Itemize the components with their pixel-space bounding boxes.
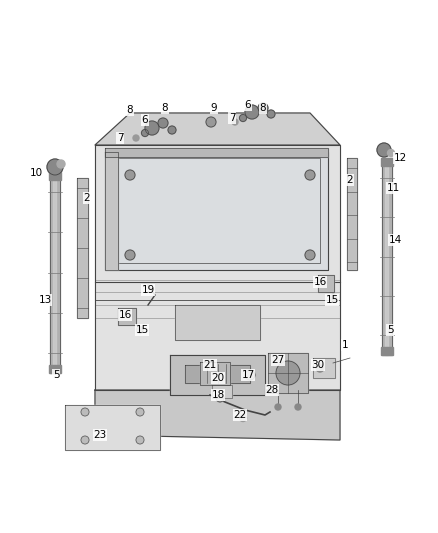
Circle shape — [81, 408, 89, 416]
Circle shape — [206, 117, 216, 127]
Polygon shape — [318, 275, 334, 292]
Text: 21: 21 — [203, 360, 217, 370]
Polygon shape — [347, 158, 357, 270]
Circle shape — [276, 361, 300, 385]
Text: 1: 1 — [342, 340, 348, 350]
Text: 23: 23 — [93, 430, 106, 440]
Polygon shape — [185, 365, 250, 383]
Polygon shape — [268, 353, 308, 393]
Circle shape — [57, 160, 65, 168]
Circle shape — [245, 370, 255, 380]
Polygon shape — [382, 158, 392, 355]
Polygon shape — [105, 148, 328, 157]
Circle shape — [240, 415, 247, 422]
Polygon shape — [170, 355, 265, 395]
Circle shape — [125, 170, 135, 180]
Circle shape — [240, 115, 247, 122]
Text: 13: 13 — [39, 295, 52, 305]
Text: 30: 30 — [311, 360, 325, 370]
Circle shape — [267, 110, 275, 118]
Text: 6: 6 — [245, 100, 251, 110]
Text: 15: 15 — [325, 295, 339, 305]
Polygon shape — [200, 362, 230, 385]
Text: 8: 8 — [127, 105, 133, 115]
Circle shape — [137, 327, 144, 334]
Text: 6: 6 — [141, 115, 148, 125]
Circle shape — [145, 121, 159, 135]
Polygon shape — [385, 158, 388, 355]
Text: 18: 18 — [212, 390, 225, 400]
Circle shape — [377, 143, 391, 157]
Text: 7: 7 — [117, 133, 124, 143]
Text: 28: 28 — [265, 385, 279, 395]
Circle shape — [305, 250, 315, 260]
Circle shape — [305, 170, 315, 180]
Polygon shape — [212, 385, 232, 398]
Text: 12: 12 — [393, 153, 406, 163]
Circle shape — [232, 119, 238, 125]
Text: 17: 17 — [241, 370, 254, 380]
Circle shape — [133, 135, 139, 141]
Circle shape — [258, 103, 268, 113]
Polygon shape — [95, 390, 340, 440]
Text: 8: 8 — [260, 103, 266, 113]
Text: 5: 5 — [387, 325, 393, 335]
Text: 20: 20 — [212, 373, 225, 383]
Polygon shape — [77, 178, 88, 318]
Polygon shape — [50, 172, 60, 373]
Text: 7: 7 — [229, 113, 235, 123]
Circle shape — [141, 130, 148, 136]
Circle shape — [275, 404, 281, 410]
Text: 19: 19 — [141, 285, 155, 295]
Text: 27: 27 — [272, 355, 285, 365]
Circle shape — [388, 149, 395, 157]
Circle shape — [168, 126, 176, 134]
Polygon shape — [49, 365, 61, 373]
Text: 5: 5 — [53, 370, 59, 380]
Text: 2: 2 — [84, 193, 90, 203]
Circle shape — [329, 295, 336, 302]
Text: 16: 16 — [118, 310, 132, 320]
Polygon shape — [175, 305, 260, 340]
Text: 16: 16 — [313, 277, 327, 287]
Text: 22: 22 — [233, 410, 247, 420]
Circle shape — [316, 364, 324, 372]
Polygon shape — [105, 152, 328, 270]
Circle shape — [81, 436, 89, 444]
Text: 11: 11 — [386, 183, 399, 193]
Circle shape — [216, 394, 224, 402]
Text: 2: 2 — [347, 175, 353, 185]
Circle shape — [125, 250, 135, 260]
Polygon shape — [53, 172, 56, 373]
Polygon shape — [381, 158, 393, 166]
Polygon shape — [49, 172, 61, 180]
Polygon shape — [105, 152, 118, 270]
Circle shape — [136, 408, 144, 416]
Text: 10: 10 — [29, 168, 42, 178]
Circle shape — [47, 159, 63, 175]
Polygon shape — [381, 347, 393, 355]
Polygon shape — [65, 405, 160, 450]
Text: 15: 15 — [135, 325, 148, 335]
Polygon shape — [95, 145, 340, 390]
Polygon shape — [313, 358, 335, 378]
Polygon shape — [118, 308, 136, 325]
Circle shape — [158, 118, 168, 128]
Polygon shape — [95, 113, 340, 145]
Text: 9: 9 — [211, 103, 217, 113]
Circle shape — [136, 436, 144, 444]
Circle shape — [295, 404, 301, 410]
Text: 14: 14 — [389, 235, 402, 245]
Text: 8: 8 — [162, 103, 168, 113]
Circle shape — [245, 105, 259, 119]
